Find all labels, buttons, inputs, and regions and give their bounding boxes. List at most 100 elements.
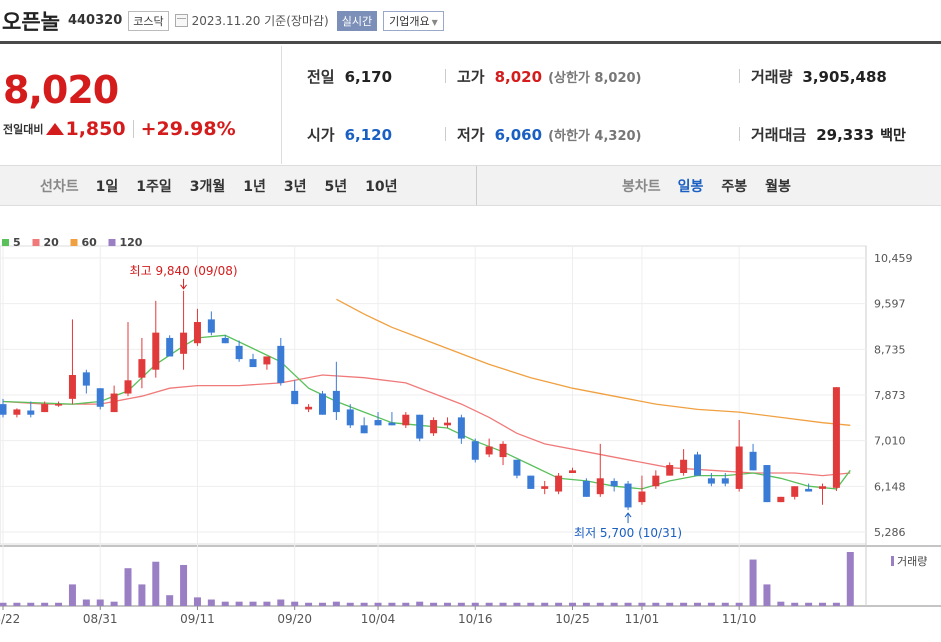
volume-legend-label: 거래량 [897,555,927,568]
legend-swatch [32,239,40,246]
volume-bar [707,602,715,606]
volume-bar [527,602,535,606]
volume-bar [346,602,354,606]
legend-swatch [108,239,116,246]
volume-bar [652,602,660,606]
candle-body [513,459,521,476]
tab-1d[interactable]: 1일 [95,178,119,195]
low-label: 저가 [457,126,485,144]
x-tick-label: 11/10 [722,612,757,626]
candle-body [249,359,257,368]
volume-bar [541,602,549,606]
tab-3y[interactable]: 3년 [283,178,307,195]
y-tick-label: 6,148 [874,480,906,493]
candle-body [374,420,382,426]
volume-bar [13,602,21,606]
high-price: 고가 8,020 (상한가 8,020) [457,66,641,87]
candle-body [96,388,104,407]
line-chart-tabs: 선차트 1일 1주일 3개월 1년 3년 5년 10년 [32,166,407,205]
up-arrow-icon [46,123,65,135]
volume-bar [374,602,382,606]
diff-label: 전일대비 [3,123,44,136]
divider [739,69,740,83]
candle-body [55,404,63,406]
x-tick-label: 08/22 [0,612,20,626]
tab-monthly[interactable]: 월봉 [765,178,791,195]
volume-bar [416,601,424,606]
tab-1w[interactable]: 1주일 [136,178,172,195]
realtime-button[interactable]: 실시간 [336,10,378,31]
candlestick-chart: 10,459 9,597 8,735 7,873 7,010 6,148 5,286 08/2… [0,236,941,626]
candle-body [721,478,729,484]
candle-body [13,409,21,415]
volume-bar [318,602,326,606]
volume-bar [819,602,827,606]
low-value: 6,060 [494,125,543,144]
candle-body [694,454,701,476]
volume-bar [694,602,701,606]
candle-body [638,491,646,503]
volume-bar [499,602,507,606]
candle-body [819,486,827,489]
candle-body [166,337,174,357]
candle-body [707,478,715,484]
candle-body [305,406,313,410]
legend-label: 120 [120,236,143,249]
price-change-row: 전일대비 1,850 +29.98% [3,118,236,140]
tab-weekly[interactable]: 주봉 [721,178,748,195]
tab-daily[interactable]: 일봉 [677,178,704,195]
candle-body [27,410,35,415]
volume-bar [291,601,299,606]
volume-bar [805,602,813,606]
volume-bar [166,595,174,606]
volume-bar [832,602,840,606]
ma5-line [2,334,851,490]
stock-code: 440320 [67,13,123,28]
volume-bar [360,602,368,606]
volume-bar [96,599,104,606]
x-tick-label: 09/20 [277,612,312,626]
candle-body [360,425,368,434]
candle-body [568,470,576,473]
x-tick-label: 10/16 [458,612,493,626]
volume-label: 거래량 [751,68,793,86]
volume-bar [430,602,438,606]
stock-header: 오픈놀 440320 코스닥 2023.11.20 기준(장마감) 실시간 기업… [0,0,941,44]
y-tick-label: 7,873 [874,389,906,402]
candle-body [138,359,146,378]
candle-body [180,332,188,354]
volume-bar [749,559,757,606]
candle-body [416,414,424,439]
upper-limit: (상한가 8,020) [548,71,642,86]
tab-1y[interactable]: 1년 [243,178,266,195]
candle-body [221,337,229,344]
legend-label: 60 [82,236,98,249]
candle-body [332,390,340,413]
volume-bar [555,602,563,606]
as-of-date: 2023.11.20 기준(장마감) [191,14,329,28]
volume-bar [680,602,688,606]
prev-close-value: 6,170 [344,67,393,86]
volume-bar [638,602,646,606]
divider [445,69,446,83]
volume-bar [207,599,215,606]
volume-bar [138,584,146,606]
lower-limit: (하한가 4,320) [548,129,642,144]
tab-10y[interactable]: 10년 [365,178,398,195]
volume-bar [624,602,632,606]
tab-5y[interactable]: 5년 [324,178,348,195]
high-annotation-arrowhead [180,284,187,290]
volume-bar [332,601,340,606]
candle-body [749,451,757,471]
candle-body [207,319,215,333]
volume-bar [735,602,743,606]
high-label: 고가 [457,68,485,86]
candle-body [457,417,465,439]
candle-body [527,475,535,489]
tab-3m[interactable]: 3개월 [189,178,226,195]
open-price: 시가 6,120 [307,124,392,145]
candle-body [791,486,799,497]
company-overview-dropdown[interactable]: 기업개요 ▼ [383,10,444,31]
candle-body [0,404,7,415]
high-annotation: 최고 9,840 (09/08) [130,264,238,278]
